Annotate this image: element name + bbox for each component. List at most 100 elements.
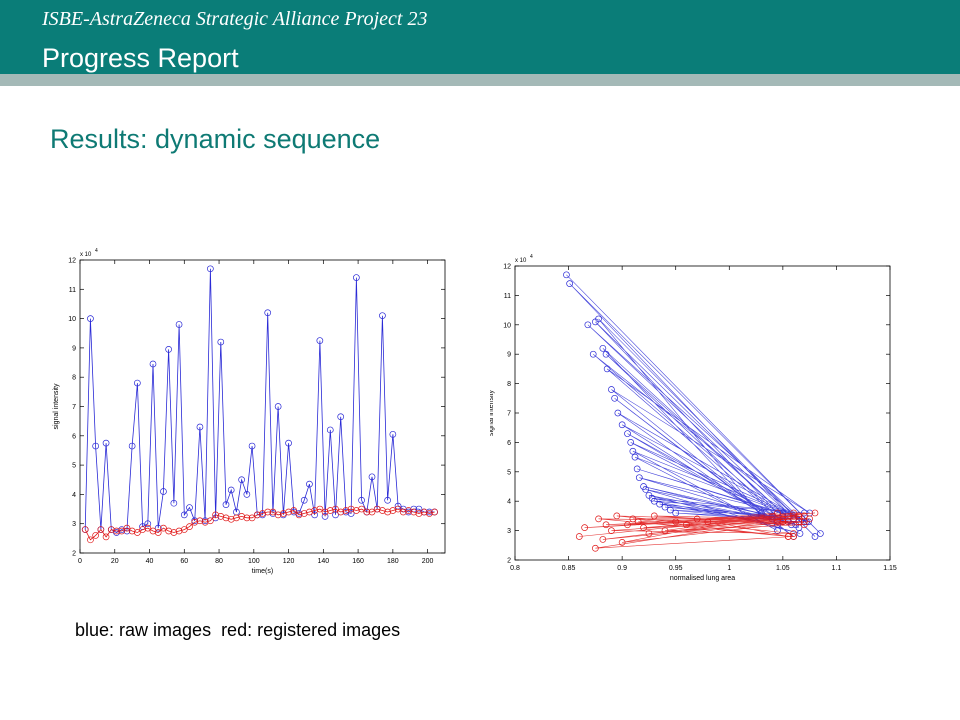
registered-point [102,533,110,541]
registered-point [92,532,99,539]
registered-point [634,518,642,526]
registered-point [332,505,339,513]
y-tick-label: 9 [507,352,511,359]
registered-point [248,514,256,522]
registered-point [290,507,298,514]
registered-point [342,507,350,514]
registered-point [426,510,433,517]
x-tick-label: 80 [215,558,223,565]
registered-point [373,505,381,513]
registered-point [139,526,146,533]
raw-point [817,530,824,537]
y-tick-label: 6 [72,433,76,440]
y-tick-label: 5 [72,463,76,470]
registered-point [784,533,792,540]
y-tick-label: 12 [68,258,76,265]
registered-point [264,508,272,516]
raw-point [584,321,592,329]
legend-caption: blue: raw images red: registered images [75,620,401,640]
raw-point [379,312,386,320]
registered-point [800,521,808,529]
registered-point [358,505,365,513]
x-tick-label: 100 [248,558,260,565]
x-tick-label: 1.05 [776,565,790,572]
registered-point [321,508,329,516]
registered-point [790,509,797,517]
raw-point [614,409,622,417]
x-tick-label: 200 [422,558,434,565]
y-tick-label: 10 [68,316,76,323]
x-tick-label: 1 [727,565,731,572]
y-exponent: 4 [95,248,98,254]
registered-point [123,524,131,532]
raw-point [170,499,178,507]
raw-point [661,503,669,511]
slide-title: Progress Report [42,43,239,73]
registered-point [575,533,583,540]
registered-point [640,524,647,532]
registered-point [280,510,287,517]
raw-point [248,442,256,450]
registered-point [618,539,626,546]
raw-point [285,439,292,447]
raw-point [274,403,282,410]
registered-point [118,527,126,535]
raw-point [238,476,245,484]
y-tick-label: 3 [72,521,76,528]
raw-point [311,511,318,519]
raw-point [326,426,334,434]
registered-point [410,508,418,516]
raw-point [337,413,345,421]
x-tick-label: 20 [111,558,119,565]
registered-point [389,507,397,514]
raw-point [144,520,152,528]
raw-point [154,524,162,532]
registered-point [243,514,251,522]
y-exponent-label: x 10 [515,258,527,264]
registered-series-line [579,512,816,549]
raw-point [347,510,355,517]
registered-point [608,527,615,534]
registered-point [311,507,318,514]
registered-point [790,530,797,537]
y-tick-label: 2 [72,551,76,558]
registered-point [191,518,199,526]
registered-point [134,529,141,536]
raw-point [635,474,643,482]
registered-point [175,527,183,535]
registered-point [165,527,172,535]
raw-point [650,497,658,505]
raw-point [186,504,193,511]
registered-point [645,530,653,537]
registered-point [196,517,204,525]
registered-point [581,524,588,532]
registered-point [811,509,819,517]
registered-point [217,513,225,520]
raw-point [165,346,172,353]
raw-point [618,421,626,429]
raw-point [175,321,183,328]
raw-point [624,430,631,437]
registered-point [326,507,334,514]
registered-point [222,514,230,522]
registered-point [431,508,438,516]
registered-point [629,515,637,523]
raw-point [227,486,235,494]
registered-point [227,515,235,523]
registered-point [316,505,324,513]
header-divider [0,74,960,86]
raw-point [384,496,391,504]
raw-point [629,447,637,455]
x-tick-label: 40 [146,558,154,565]
y-tick-label: 10 [503,322,511,329]
registered-point [149,527,157,535]
raw-point [631,453,639,461]
registered-point [405,507,412,514]
raw-point [627,439,635,446]
raw-point [134,379,141,387]
registered-point [201,518,209,526]
raw-point [180,511,188,519]
y-tick-label: 7 [507,411,511,418]
raw-point [264,309,272,317]
y-tick-label: 6 [507,440,511,447]
